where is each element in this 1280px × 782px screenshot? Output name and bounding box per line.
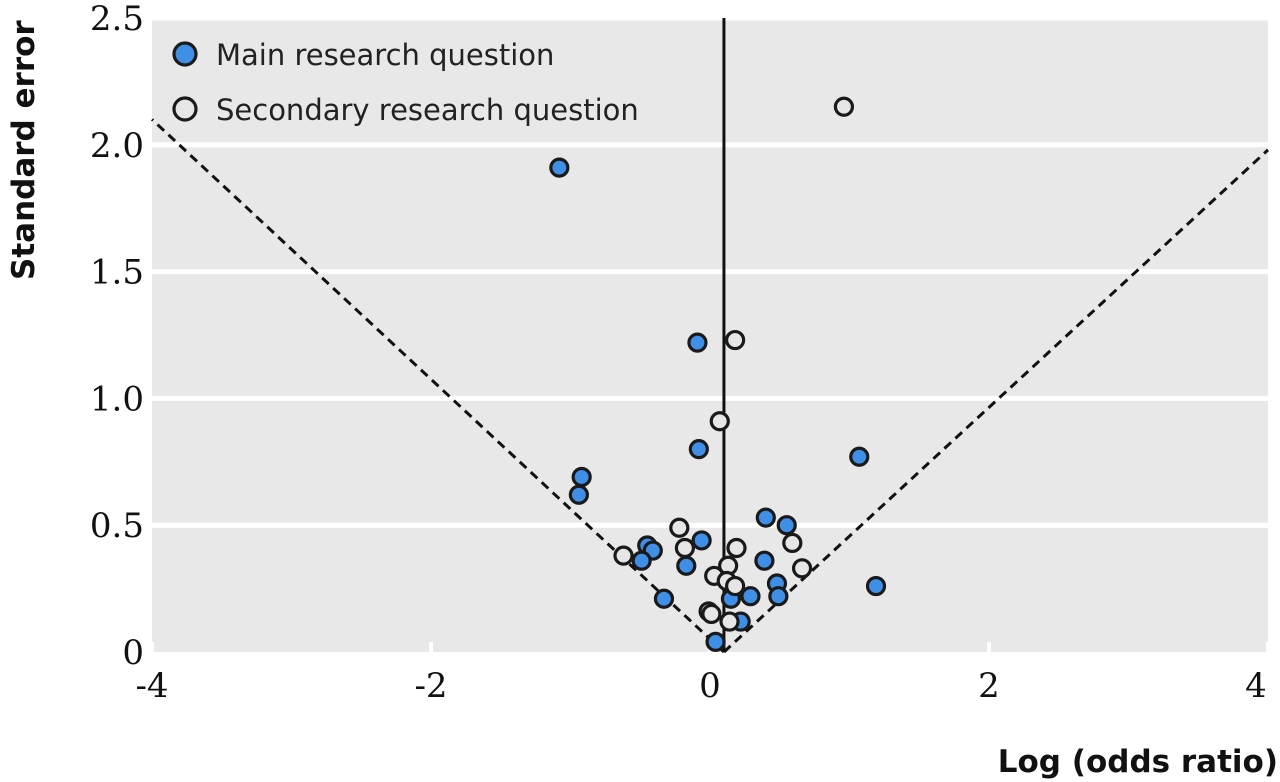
point-main-21 [705,631,726,652]
x-tick-label-4: 4 [1245,666,1267,706]
point-main-18 [740,586,761,607]
point-main-6 [849,446,870,467]
y-axis-title: Standard error [6,20,42,280]
point-secondary-1 [833,96,855,117]
x-tick-label-2: 2 [978,666,1000,706]
point-main-2 [687,332,708,353]
point-secondary-16 [719,611,740,632]
point-main-5 [568,484,589,505]
y-tick-label-2.5: 2.5 [90,0,144,39]
point-secondary-9 [791,558,813,579]
y-tick-label-1.0: 1.0 [90,379,144,419]
y-tick-label-0: 0 [122,633,144,673]
legend-marker-secondary [172,96,198,122]
point-secondary-4 [669,517,690,538]
point-secondary-5 [674,537,695,559]
x-tick-label--4: -4 [135,666,168,706]
funnel-line-right [722,148,1270,654]
plot-background [152,18,1268,652]
y-tick-label-1.5: 1.5 [90,253,144,293]
x-tick-label-0: 0 [699,666,721,706]
point-secondary-2 [725,329,746,351]
legend-label-secondary: Secondary research question [216,93,639,127]
point-main-13 [691,530,712,551]
point-main-7 [755,507,776,528]
point-main-3 [688,439,709,460]
point-secondary-7 [726,537,747,559]
funnel-line-left [150,118,725,654]
legend-marker-main [172,41,198,67]
legend: Main research question Secondary research… [172,38,639,127]
x-tick-labels: -4 -2 0 2 4 [135,666,1266,706]
y-tick-label-2.0: 2.0 [90,126,144,166]
point-secondary-8 [782,532,803,554]
point-main-9 [754,550,775,571]
x-tick-label--2: -2 [414,666,447,706]
point-secondary-3 [709,411,730,432]
legend-label-main: Main research question [216,38,554,72]
point-main-4 [571,466,592,488]
gridlines [152,15,1268,528]
funnel-lines [150,118,1270,654]
point-secondary-6 [613,545,634,566]
point-main-15 [653,588,675,609]
y-tick-labels: 0 0.5 1.0 1.5 2.0 2.5 [90,0,144,673]
point-secondary-15 [701,603,722,625]
y-tick-label-0.5: 0.5 [90,506,144,546]
point-main-8 [776,515,797,536]
point-main-17 [768,586,789,607]
point-secondary-13 [725,575,746,597]
point-main-12 [631,550,652,571]
data-points [549,96,887,652]
point-main-22 [865,575,887,597]
x-axis-title: Log (odds ratio) [998,744,1278,780]
point-main-14 [676,555,697,576]
point-main-1 [549,157,570,178]
